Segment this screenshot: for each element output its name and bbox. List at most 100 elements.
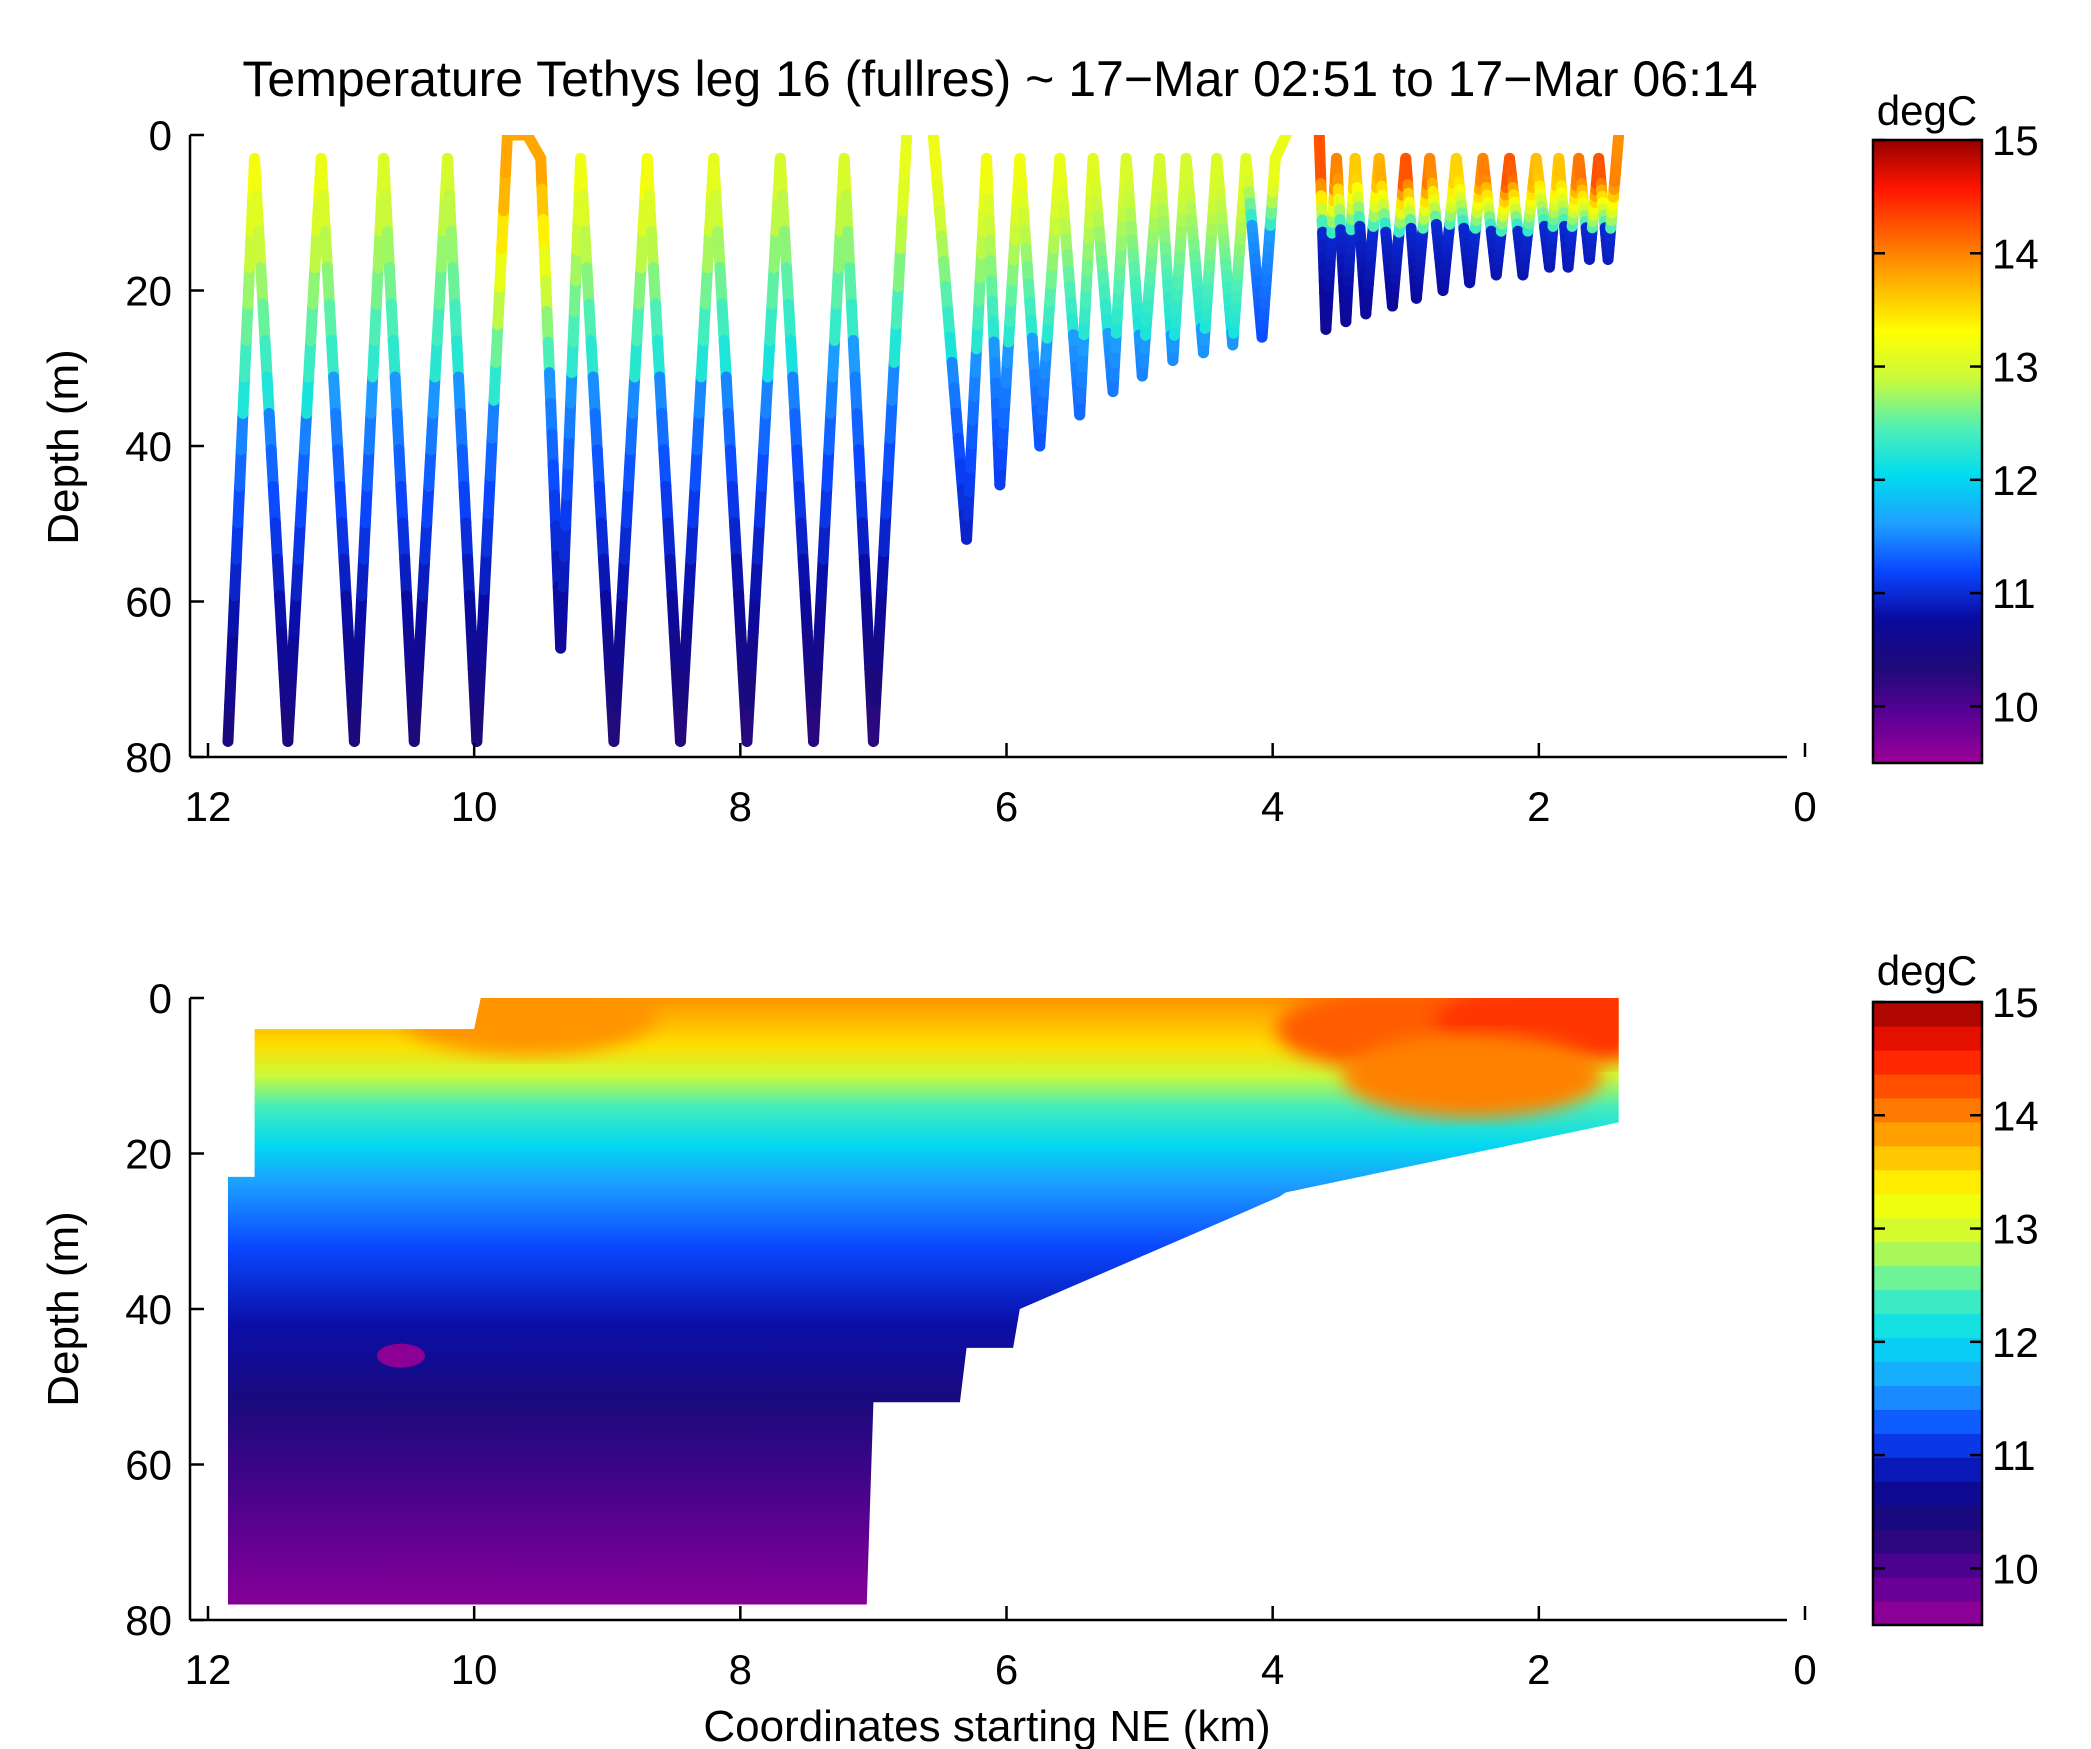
track-segment xyxy=(735,626,749,675)
track-segment xyxy=(880,470,894,520)
track-segment xyxy=(315,152,329,201)
track-segment xyxy=(269,517,283,565)
track-segment xyxy=(635,225,649,274)
track-segment xyxy=(712,225,726,274)
track-segment xyxy=(465,626,479,675)
track-segment xyxy=(307,262,321,310)
track-segment xyxy=(681,590,695,638)
track-segment xyxy=(821,444,835,492)
track-segment xyxy=(429,335,443,383)
track-segment xyxy=(677,663,691,711)
track-segment xyxy=(799,590,813,638)
track-segment xyxy=(793,480,807,529)
track-segment xyxy=(372,225,386,274)
track-segment xyxy=(263,407,277,456)
track-segment xyxy=(370,262,384,310)
x-tick-label: 6 xyxy=(995,783,1018,830)
track-segment xyxy=(622,444,637,492)
track-segment xyxy=(227,590,241,638)
track-segment xyxy=(869,660,884,710)
y-tick-label: 20 xyxy=(125,268,172,315)
y-tick-label: 40 xyxy=(125,1286,172,1333)
x-tick-label: 12 xyxy=(185,783,232,830)
track-segment xyxy=(239,335,252,383)
cold-anomaly xyxy=(376,1343,425,1368)
track-segment xyxy=(309,225,323,274)
track-segment xyxy=(894,205,909,255)
track-segment xyxy=(608,699,622,747)
colorbar-tick-label: 12 xyxy=(1992,457,2039,504)
colorbar-band xyxy=(1873,1145,1982,1171)
y-tick-label: 0 xyxy=(149,975,172,1022)
colorbar-tick-label: 15 xyxy=(1992,117,2039,164)
colorbar-tick-label: 13 xyxy=(1992,344,2039,391)
track-segment xyxy=(433,262,447,310)
colorbar-band xyxy=(1873,1049,1982,1075)
track-segment xyxy=(791,444,805,492)
track-segment xyxy=(610,663,624,711)
track-segment xyxy=(435,225,449,274)
track-segment xyxy=(830,262,844,310)
track-segment xyxy=(874,584,888,634)
track-segment xyxy=(244,225,257,274)
track-segment xyxy=(328,371,342,419)
track-segment xyxy=(878,508,892,558)
track-segment xyxy=(643,189,657,237)
track-segment xyxy=(897,167,911,217)
x-tick-label: 0 xyxy=(1793,1646,1816,1693)
track-segment xyxy=(323,298,338,347)
x-tick-label: 2 xyxy=(1527,1646,1550,1693)
track-segment xyxy=(823,407,837,456)
colorbar-band xyxy=(1873,1361,1982,1386)
track-segment xyxy=(496,205,510,255)
track-segment xyxy=(658,444,672,492)
track-segment xyxy=(758,407,772,456)
track-segment xyxy=(500,135,513,179)
track-segment xyxy=(286,626,300,675)
track-segment xyxy=(674,699,689,747)
track-segment xyxy=(486,394,500,444)
track-segment xyxy=(456,444,470,492)
track-segment xyxy=(334,480,348,529)
top-colorbar-label: degC xyxy=(1877,87,1977,134)
track-segment xyxy=(290,553,304,602)
track-segment xyxy=(471,698,485,747)
colorbar-tick-label: 13 xyxy=(1992,1206,2039,1253)
track-segment xyxy=(359,480,373,529)
track-segment xyxy=(274,590,288,638)
track-segment xyxy=(585,335,599,383)
track-segment xyxy=(660,480,674,529)
x-tick-label: 8 xyxy=(729,783,752,830)
track-segment xyxy=(689,444,703,492)
colorbar-band xyxy=(1873,1169,1982,1195)
track-segment xyxy=(664,553,678,602)
colorbar-band xyxy=(1873,1409,1982,1434)
track-segment xyxy=(301,371,315,419)
track-segment xyxy=(232,480,246,529)
track-segment xyxy=(478,546,492,596)
y-tick-label: 60 xyxy=(125,579,172,626)
track-segment xyxy=(602,626,616,675)
y-tick-label: 80 xyxy=(125,1597,172,1644)
colorbar-band xyxy=(1873,1505,1982,1530)
track-segment xyxy=(780,262,795,310)
colorbar-band xyxy=(1873,1097,1982,1123)
track-segment xyxy=(862,626,876,675)
track-segment xyxy=(249,152,263,201)
track-segment xyxy=(234,444,247,492)
track-segment xyxy=(251,189,265,237)
track-segment xyxy=(860,590,874,638)
track-layer xyxy=(222,135,1625,747)
colorbar-band xyxy=(1873,1002,1982,1027)
track-segment xyxy=(419,517,433,565)
warm-patch-2 xyxy=(1342,1033,1603,1118)
x-tick-label: 10 xyxy=(451,783,498,830)
track-segment xyxy=(633,262,647,310)
colorbar-band xyxy=(1873,1385,1982,1410)
track-segment xyxy=(726,480,741,529)
track-segment xyxy=(855,480,868,529)
track-segment xyxy=(261,371,275,419)
track-segment xyxy=(317,189,331,237)
track-segment xyxy=(575,152,589,201)
